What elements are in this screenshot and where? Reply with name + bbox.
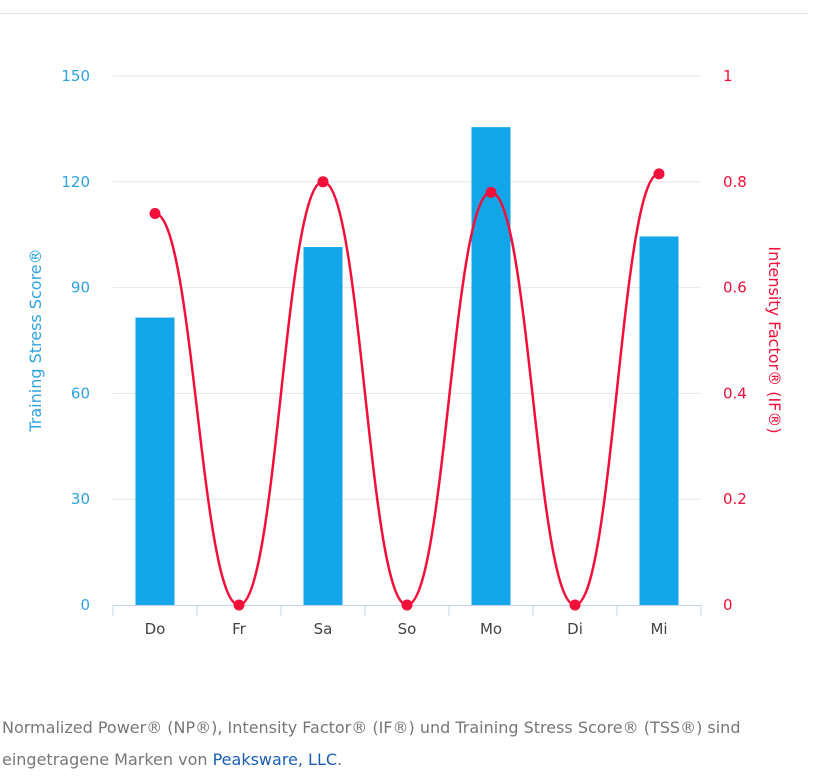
y-tick-label: 90 (71, 279, 90, 297)
footnote-end: . (337, 750, 343, 769)
y-tick-label: 0 (80, 596, 90, 614)
bar (639, 236, 679, 606)
y2-tick-label: 0.6 (723, 279, 747, 297)
x-tick-label: Do (145, 620, 166, 638)
x-tick-label: So (398, 620, 417, 638)
y2-tick-label: 0 (723, 596, 733, 614)
if-point (401, 599, 413, 611)
y-tick-label: 120 (61, 173, 90, 191)
y-tick-label: 60 (71, 384, 90, 402)
y-axis-title: Training Stress Score® (26, 248, 45, 432)
x-tick-label: Fr (232, 620, 247, 638)
y-tick-label: 30 (71, 490, 90, 508)
if-point (653, 168, 665, 180)
if-point (569, 599, 581, 611)
y2-tick-label: 0.8 (723, 173, 747, 191)
y2-tick-label: 0.2 (723, 490, 747, 508)
if-line (154, 172, 660, 607)
y2-tick-label: 1 (723, 67, 733, 85)
if-point (233, 599, 245, 611)
if-point (485, 186, 497, 198)
y2-axis-title: Intensity Factor® (IF®) (765, 246, 784, 433)
y2-tick-label: 0.4 (723, 384, 747, 402)
footnote: Normalized Power® (NP®), Intensity Facto… (2, 712, 802, 776)
x-tick-label: Sa (314, 620, 333, 638)
if-point (317, 176, 329, 188)
tss-if-chart: 0 30 60 90 120 150 0 0.2 0.4 0.6 0.8 1 Do Fr Sa So Mo Di M… (26, 67, 784, 638)
x-tick-label: Di (567, 620, 583, 638)
peaksware-link[interactable]: Peaksware, LLC (212, 750, 338, 769)
bar (303, 247, 343, 605)
x-tick-label: Mo (480, 620, 502, 638)
x-tick-label: Mi (650, 620, 667, 638)
bar (471, 127, 511, 606)
bar (135, 317, 175, 605)
y-tick-label: 150 (61, 67, 90, 85)
top-divider (0, 13, 808, 14)
footnote-text: Normalized Power® (NP®), Intensity Facto… (2, 718, 741, 769)
if-point (149, 208, 161, 220)
